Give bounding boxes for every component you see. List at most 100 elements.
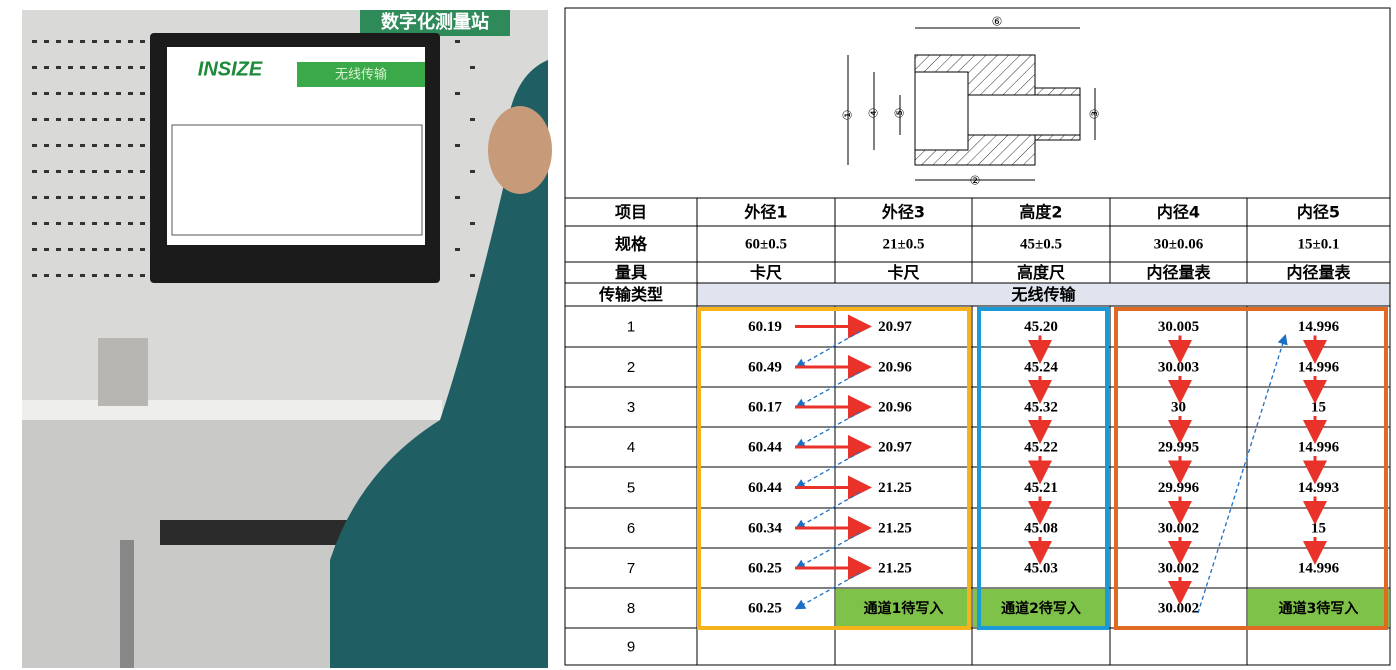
data-cell: 5 [627,479,635,496]
blue-arrow [1197,334,1288,614]
peg-hole [92,118,97,121]
data-cell: 60.25 [748,600,782,616]
peg-hole [68,170,73,173]
peg-hole [32,66,37,69]
peg-hole [104,92,109,95]
data-cell: 2 [627,359,635,376]
peg-hole [116,66,121,69]
peg-hole [104,170,109,173]
data-cell: 29.996 [1158,480,1200,496]
peg-hole [92,274,97,277]
data-cell: 60.25 [748,560,782,576]
header-cell: 无线传输 [1010,285,1076,304]
header-cell: 高度尺 [1017,263,1065,282]
peg-hole [470,66,475,69]
dimension-label: ① [841,110,855,121]
peg-hole [32,196,37,199]
data-cell: 14.996 [1298,560,1340,576]
data-cell: 14.993 [1298,480,1339,496]
data-cell: 45.32 [1024,399,1058,415]
peg-hole [470,274,475,277]
header-cell: 外径3 [881,203,925,222]
peg-hole [32,40,37,43]
data-cell: 6 [627,520,635,537]
peg-hole [128,274,133,277]
peg-hole [68,118,73,121]
part-bore [914,71,969,151]
peg-hole [32,144,37,147]
peg-hole [44,144,49,147]
peg-hole [116,274,121,277]
header-cell: 高度2 [1019,203,1062,222]
header-cell: 21±0.5 [883,236,925,252]
data-cell: 45.08 [1024,520,1058,536]
data-cell: 60.49 [748,359,782,375]
data-cell: 45.03 [1024,560,1058,576]
peg-hole [92,170,97,173]
peg-hole [68,40,73,43]
peg-hole [116,196,121,199]
peg-hole [128,92,133,95]
peg-hole [116,248,121,251]
peg-hole [140,196,145,199]
peg-hole [116,118,121,121]
part-hole [967,94,1081,136]
peg-hole [32,118,37,121]
peg-hole [92,222,97,225]
peg-hole [116,40,121,43]
peg-hole [44,222,49,225]
data-cell: 60.17 [748,399,782,415]
peg-hole [128,144,133,147]
peg-hole [140,40,145,43]
blue-arrow [794,451,861,489]
peg-hole [56,196,61,199]
peg-hole [56,274,61,277]
photo-gauge-block [98,338,148,406]
peg-hole [128,222,133,225]
peg-hole [92,196,97,199]
peg-hole [80,118,85,121]
blue-arrow [794,532,861,570]
header-cell: 45±0.5 [1020,236,1062,252]
data-cell: 30.005 [1158,319,1199,335]
data-cell: 30.002 [1158,520,1199,536]
peg-hole [32,248,37,251]
data-cell: 60.44 [748,480,782,496]
header-cell: 传输类型 [598,285,663,304]
peg-hole [104,274,109,277]
peg-hole [44,274,49,277]
peg-hole [116,222,121,225]
photo-shelf [22,400,442,420]
blue-arrow [794,411,861,449]
peg-hole [56,248,61,251]
peg-hole [140,248,145,251]
header-cell: 15±0.1 [1298,236,1340,252]
peg-hole [44,66,49,69]
peg-hole [140,170,145,173]
peg-hole [80,274,85,277]
peg-hole [44,92,49,95]
data-cell: 30.002 [1158,600,1199,616]
data-cell: 3 [627,399,635,416]
header-cell: 内径量表 [1146,263,1211,282]
peg-hole [80,144,85,147]
peg-hole [44,248,49,251]
dimension-label: ③ [1088,109,1102,120]
peg-hole [32,274,37,277]
peg-hole [470,170,475,173]
dimension-label: ② [970,174,981,188]
peg-hole [104,40,109,43]
peg-hole [140,144,145,147]
header-cell: 60±0.5 [745,236,787,252]
peg-hole [455,92,460,95]
data-cell: 45.24 [1024,359,1058,375]
peg-hole [92,248,97,251]
data-cell: 7 [627,560,635,577]
data-cell: 60.44 [748,439,782,455]
header-cell: 量具 [615,263,647,282]
monitor-logo: INSIZE [198,58,263,80]
peg-hole [116,144,121,147]
table: 项目 外径1 外径3 高度2 内径4 内径5 规格 60±0.5 21±0.5 45±0.5 30±… [564,197,1391,666]
